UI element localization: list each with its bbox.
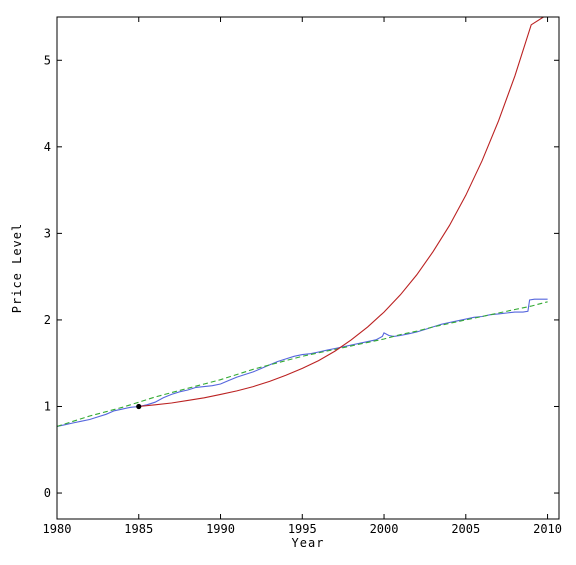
y-tick-label: 5 — [44, 53, 51, 67]
y-tick-label: 3 — [44, 226, 51, 240]
x-tick-label: 1990 — [206, 522, 235, 536]
y-tick-label: 1 — [44, 399, 51, 413]
x-axis: 1980 1985 1990 1995 2000 2005 2010 — [43, 17, 562, 536]
x-tick-label: 1995 — [288, 522, 317, 536]
x-tick-label: 1980 — [43, 522, 72, 536]
series-line-3 — [138, 17, 544, 408]
x-tick-label: 1985 — [124, 522, 153, 536]
y-axis-title: Price Level — [10, 223, 24, 313]
x-tick-label: 2010 — [533, 522, 562, 536]
x-tick-label: 2000 — [370, 522, 399, 536]
y-tick-label: 4 — [44, 140, 51, 154]
series-layer — [57, 17, 548, 427]
series-line-1 — [57, 298, 548, 427]
data-point-1 — [136, 403, 142, 410]
x-tick-label: 2005 — [451, 522, 480, 536]
x-axis-title: Year — [292, 536, 325, 550]
y-axis: 0 1 2 3 4 5 — [44, 53, 559, 500]
y-tick-label: 2 — [44, 313, 51, 327]
point-layer — [136, 403, 142, 410]
y-tick-label: 0 — [44, 486, 51, 500]
plot-frame — [56, 16, 560, 520]
